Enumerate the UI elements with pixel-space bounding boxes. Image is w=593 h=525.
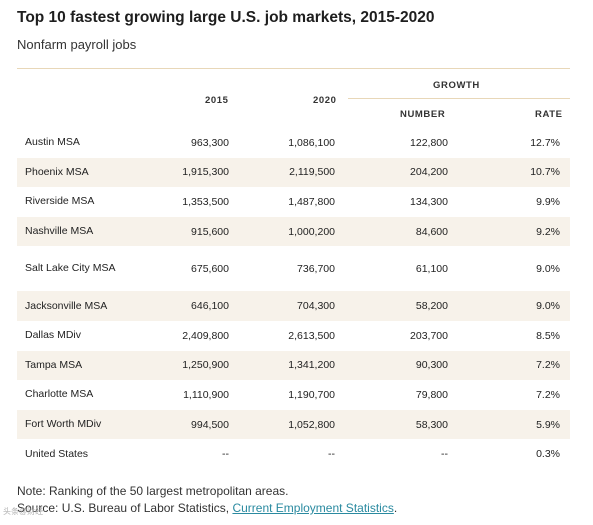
cell-growth-rate: 9.0% — [458, 291, 570, 321]
cell-2015: 1,353,500 — [182, 195, 229, 208]
cell-2015: 1,110,900 — [183, 388, 229, 401]
cell-growth-number: 61,100 — [415, 262, 448, 275]
cell-growth-number: 203,700 — [410, 329, 448, 342]
cell-name: Austin MSA — [25, 136, 80, 149]
cell-name: Riverside MSA — [25, 195, 95, 208]
table-row: Jacksonville MSA 646,100 704,300 58,200 9.0% — [17, 291, 570, 321]
cell-2020: 704,300 — [234, 291, 342, 321]
source-line: Source: U.S. Bureau of Labor Statistics,… — [17, 501, 397, 515]
cell-growth-number: 58,300 — [342, 409, 458, 440]
cell-growth-number: 79,800 — [415, 388, 448, 401]
table-row: Salt Lake City MSA 675,600 736,700 61,100 9.… — [17, 246, 570, 291]
cell-growth-rate: 7.2% — [536, 388, 560, 401]
cell-2015: -- — [222, 448, 229, 461]
cell-growth-number: 84,600 — [342, 216, 458, 247]
table-row: Austin MSA 963,300 1,086,100 122,800 12.7% — [17, 128, 570, 158]
source-link[interactable]: Current Employment Statistics — [232, 501, 394, 515]
footnote: Note: Ranking of the 50 largest metropol… — [17, 484, 289, 498]
table-body: Austin MSA 963,300 1,086,100 122,800 12.7% Ph… — [17, 128, 570, 469]
cell-growth-rate: 0.3% — [536, 448, 560, 461]
header-growth: GROWTH — [433, 80, 480, 91]
header-2020: 2020 — [313, 95, 337, 106]
cell-growth-rate: 9.0% — [536, 262, 560, 275]
cell-2015: 646,100 — [137, 291, 234, 321]
cell-name: Charlotte MSA — [25, 388, 94, 401]
cell-growth-number: -- — [441, 448, 448, 461]
cell-name: United States — [25, 447, 89, 460]
cell-2020: 2,119,500 — [234, 157, 342, 188]
cell-growth-rate: 9.9% — [536, 195, 560, 208]
header-2015: 2015 — [205, 95, 229, 106]
cell-growth-rate: 8.5% — [536, 329, 560, 342]
cell-2015: 675,600 — [191, 262, 229, 275]
cell-2015: 915,600 — [137, 216, 234, 247]
header-rule — [17, 68, 570, 69]
cell-growth-number: 58,200 — [342, 291, 458, 321]
cell-2015: 994,500 — [137, 409, 234, 440]
cell-2020: 1,000,200 — [234, 216, 342, 247]
cell-name: Phoenix MSA — [17, 157, 137, 188]
source-text: Source: U.S. Bureau of Labor Statistics, — [17, 501, 233, 515]
cell-2020: 1,487,800 — [288, 195, 335, 208]
cell-growth-rate: 10.7% — [458, 157, 570, 188]
watermark: 头条@财经 — [3, 507, 44, 516]
cell-growth-rate: 5.9% — [458, 409, 570, 440]
cell-growth-number: 90,300 — [342, 350, 458, 381]
source-suffix: . — [393, 501, 398, 515]
cell-2015: 2,409,800 — [182, 329, 229, 342]
cell-growth-number: 204,200 — [342, 157, 458, 188]
cell-growth-rate: 9.2% — [458, 216, 570, 247]
cell-name: Tampa MSA — [17, 350, 137, 381]
cell-2015: 1,250,900 — [137, 350, 234, 381]
cell-2020: 2,613,500 — [288, 329, 335, 342]
cell-2020: 1,341,200 — [234, 350, 342, 381]
cell-growth-rate: 7.2% — [458, 350, 570, 381]
cell-growth-number: 134,300 — [410, 195, 448, 208]
header-number: NUMBER — [400, 109, 446, 120]
table-row: United States -- -- -- 0.3% — [17, 439, 570, 469]
cell-name: Dallas MDiv — [25, 329, 82, 342]
data-table: Austin MSA 963,300 1,086,100 122,800 12.7% Ph… — [17, 128, 570, 469]
cell-2020: 1,190,700 — [288, 388, 335, 401]
cell-2020: 1,052,800 — [234, 409, 342, 440]
cell-name: Salt Lake City MSA — [25, 262, 116, 275]
growth-rule — [348, 98, 570, 99]
table-row: Phoenix MSA 1,915,300 2,119,500 204,200 10.7… — [17, 157, 570, 188]
cell-growth-number: 122,800 — [410, 136, 448, 149]
table-row: Riverside MSA 1,353,500 1,487,800 134,300 9.… — [17, 187, 570, 217]
cell-2015: 1,915,300 — [137, 157, 234, 188]
cell-name: Nashville MSA — [17, 216, 137, 247]
cell-name: Fort Worth MDiv — [17, 409, 137, 440]
table-row: Charlotte MSA 1,110,900 1,190,700 79,800 7.2… — [17, 380, 570, 410]
cell-2020: -- — [328, 448, 335, 461]
cell-2020: 736,700 — [297, 262, 335, 275]
table-row: Tampa MSA 1,250,900 1,341,200 90,300 7.2% — [17, 350, 570, 381]
table-row: Fort Worth MDiv 994,500 1,052,800 58,300 5.9… — [17, 409, 570, 440]
cell-growth-rate: 12.7% — [530, 136, 560, 149]
chart-subtitle: Nonfarm payroll jobs — [17, 37, 137, 52]
header-rate: RATE — [535, 109, 563, 120]
chart-title: Top 10 fastest growing large U.S. job ma… — [17, 9, 435, 26]
table-row: Dallas MDiv 2,409,800 2,613,500 203,700 8.5% — [17, 321, 570, 351]
cell-2020: 1,086,100 — [288, 136, 335, 149]
table-row: Nashville MSA 915,600 1,000,200 84,600 9.2% — [17, 216, 570, 247]
cell-name: Jacksonville MSA — [17, 291, 137, 321]
cell-2015: 963,300 — [191, 136, 229, 149]
